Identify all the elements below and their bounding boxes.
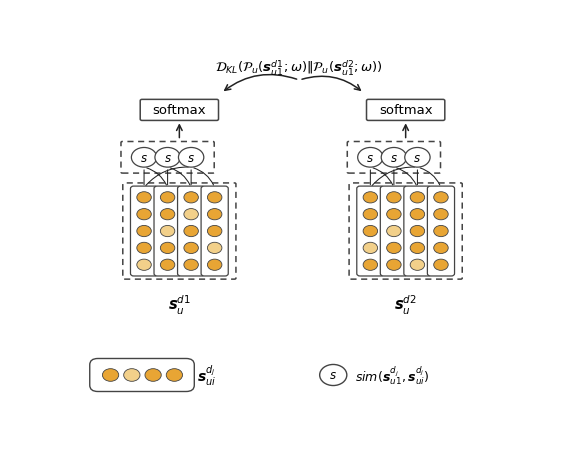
Circle shape [137, 209, 151, 220]
Circle shape [161, 226, 175, 237]
Circle shape [207, 243, 222, 254]
Circle shape [405, 148, 430, 168]
Text: $\boldsymbol{s}_{ui}^{d_j}$: $\boldsymbol{s}_{ui}^{d_j}$ [197, 363, 217, 388]
Circle shape [145, 369, 161, 381]
Circle shape [363, 209, 378, 220]
Text: $s$: $s$ [164, 152, 172, 164]
Circle shape [387, 259, 401, 271]
Circle shape [207, 226, 222, 237]
FancyBboxPatch shape [154, 187, 181, 276]
FancyBboxPatch shape [349, 183, 463, 279]
FancyBboxPatch shape [130, 187, 158, 276]
Text: $s$: $s$ [329, 369, 337, 382]
Circle shape [357, 148, 383, 168]
Circle shape [387, 243, 401, 254]
Text: $s$: $s$ [187, 152, 195, 164]
Circle shape [184, 209, 199, 220]
Text: $s$: $s$ [366, 152, 374, 164]
Circle shape [137, 259, 151, 271]
Circle shape [434, 243, 448, 254]
Circle shape [207, 259, 222, 271]
Circle shape [102, 369, 119, 381]
Circle shape [319, 364, 347, 386]
FancyBboxPatch shape [90, 359, 194, 392]
Circle shape [207, 209, 222, 220]
Circle shape [161, 192, 175, 203]
Circle shape [184, 259, 199, 271]
Circle shape [381, 148, 406, 168]
FancyBboxPatch shape [427, 187, 454, 276]
Circle shape [137, 226, 151, 237]
Text: $s$: $s$ [413, 152, 422, 164]
FancyBboxPatch shape [178, 187, 205, 276]
Circle shape [363, 192, 378, 203]
FancyBboxPatch shape [404, 187, 431, 276]
FancyBboxPatch shape [380, 187, 408, 276]
Circle shape [184, 243, 199, 254]
Circle shape [161, 209, 175, 220]
Text: $\boldsymbol{s}_u^{d1}$: $\boldsymbol{s}_u^{d1}$ [168, 293, 191, 317]
FancyBboxPatch shape [367, 100, 445, 121]
FancyBboxPatch shape [123, 183, 236, 279]
Circle shape [410, 259, 425, 271]
Text: $\mathcal{D}_{KL}(\mathcal{P}_u(\boldsymbol{s}_{u1}^{d1};\omega)\|\mathcal{P}_u(: $\mathcal{D}_{KL}(\mathcal{P}_u(\boldsym… [215, 59, 383, 78]
Text: $\boldsymbol{s}_u^{d2}$: $\boldsymbol{s}_u^{d2}$ [394, 293, 417, 317]
Text: $s$: $s$ [140, 152, 148, 164]
Circle shape [387, 226, 401, 237]
Circle shape [387, 209, 401, 220]
Circle shape [410, 243, 425, 254]
Circle shape [410, 226, 425, 237]
Circle shape [137, 192, 151, 203]
Circle shape [410, 192, 425, 203]
Text: softmax: softmax [379, 104, 433, 117]
Circle shape [161, 259, 175, 271]
FancyBboxPatch shape [140, 100, 218, 121]
Circle shape [137, 243, 151, 254]
Circle shape [434, 259, 448, 271]
Circle shape [434, 226, 448, 237]
Circle shape [184, 226, 199, 237]
Circle shape [131, 148, 157, 168]
Text: $sim(\boldsymbol{s}_{u1}^{d_j},\boldsymbol{s}_{ui}^{d_j})$: $sim(\boldsymbol{s}_{u1}^{d_j},\boldsymb… [355, 364, 429, 386]
Circle shape [387, 192, 401, 203]
Circle shape [179, 148, 204, 168]
Circle shape [363, 259, 378, 271]
Text: softmax: softmax [152, 104, 206, 117]
Circle shape [434, 192, 448, 203]
Circle shape [124, 369, 140, 381]
Circle shape [207, 192, 222, 203]
Circle shape [410, 209, 425, 220]
Circle shape [166, 369, 183, 381]
FancyBboxPatch shape [357, 187, 384, 276]
Text: $s$: $s$ [390, 152, 398, 164]
Circle shape [184, 192, 199, 203]
Circle shape [434, 209, 448, 220]
Circle shape [161, 243, 175, 254]
FancyBboxPatch shape [201, 187, 228, 276]
Circle shape [155, 148, 180, 168]
Circle shape [363, 243, 378, 254]
Circle shape [363, 226, 378, 237]
